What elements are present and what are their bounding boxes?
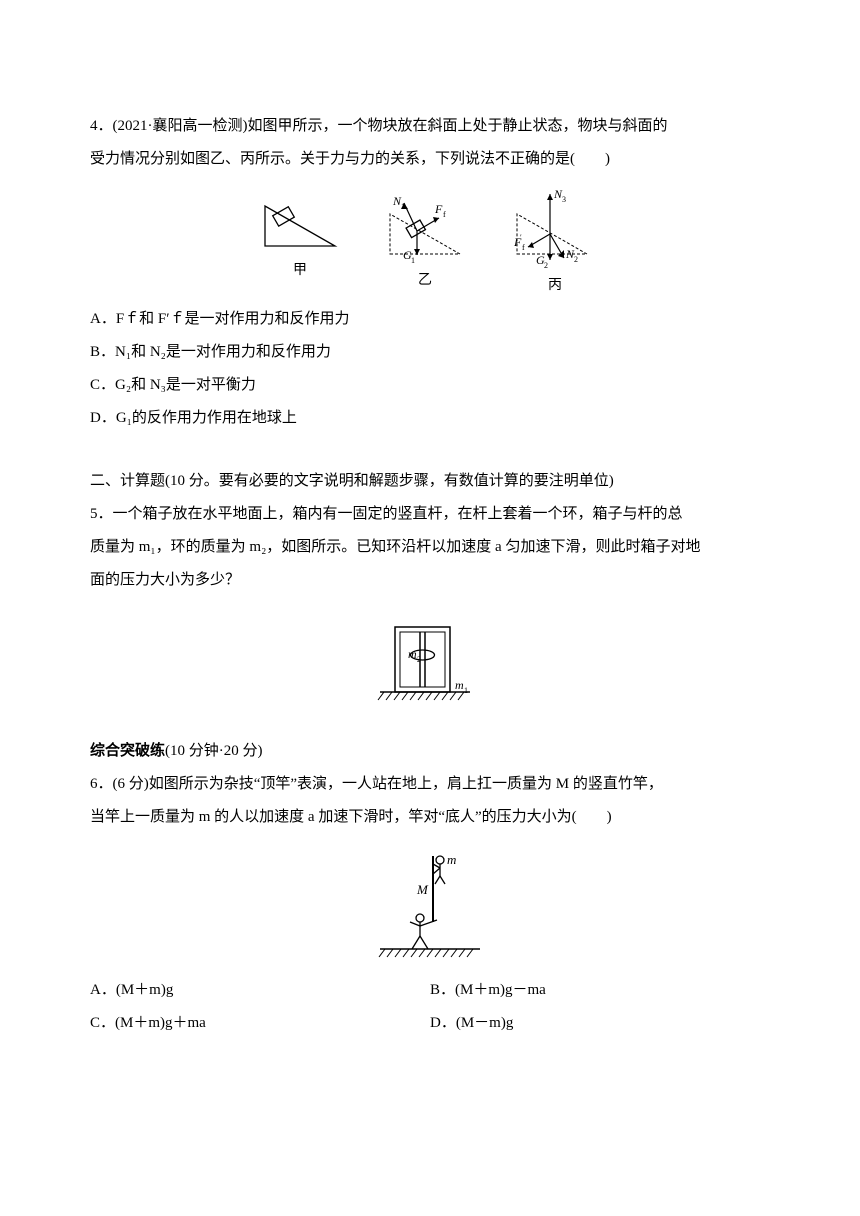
q5-line2: 质量为 m₁，环的质量为 m₂，如图所示。已知环沿杆以加速度 a 匀加速下滑，则…: [90, 531, 770, 564]
svg-text:1: 1: [464, 686, 468, 695]
q5-figure: m2 m1: [90, 607, 770, 707]
svg-text:f: f: [522, 243, 525, 252]
q4-caption-jia: 甲: [255, 264, 345, 278]
svg-text:F: F: [434, 202, 443, 216]
q6-figure: m M: [90, 844, 770, 964]
q4-caption-bing: 丙: [505, 279, 605, 293]
q6-line1: 6．(6 分)如图所示为杂技“顶竿”表演，一人站在地上，肩上扛一质量为 M 的竖…: [90, 768, 770, 801]
q4-fig-bing: N3 Ff′ N2 G2 丙: [505, 186, 605, 293]
q4-figures: 甲 N1 Ff G1 乙: [90, 186, 770, 293]
q4-stem-line1: 4．(2021·襄阳高一检测)如图甲所示，一个物块放在斜面上处于静止状态，物块与…: [90, 110, 770, 143]
svg-text:2: 2: [417, 655, 421, 664]
svg-text:m: m: [447, 852, 456, 867]
q5-line1: 5．一个箱子放在水平地面上，箱内有一固定的竖直杆，在杆上套着一个环，箱子与杆的总: [90, 498, 770, 531]
svg-text:m: m: [408, 647, 417, 661]
q6-options-row2: C．(M＋m)g＋ma D．(M－m)g: [90, 1007, 770, 1040]
svg-text:M: M: [416, 882, 429, 897]
q6-line2: 当竿上一质量为 m 的人以加速度 a 加速下滑时，竿对“底人”的压力大小为( ): [90, 801, 770, 834]
svg-text:m: m: [455, 678, 464, 692]
q4-optC: C．G₂和 N₃是一对平衡力: [90, 369, 770, 402]
q5-line3: 面的压力大小为多少？: [90, 564, 770, 597]
q4-optB: B．N₁和 N₂是一对作用力和反作用力: [90, 336, 770, 369]
q6-optB: B．(M＋m)g－ma: [430, 974, 770, 1007]
svg-text:1: 1: [411, 256, 415, 265]
svg-text:′: ′: [520, 233, 522, 242]
q4-optA: A．Fｆ和 F′ｆ是一对作用力和反作用力: [90, 303, 770, 336]
section3-heading: 综合突破练(10 分钟·20 分): [90, 735, 770, 768]
svg-text:1: 1: [401, 202, 405, 211]
svg-text:2: 2: [574, 255, 578, 264]
q6-optC: C．(M＋m)g＋ma: [90, 1007, 430, 1040]
section3-title: 综合突破练: [90, 743, 165, 759]
section3-suffix: (10 分钟·20 分): [165, 743, 263, 759]
q4-caption-yi: 乙: [375, 274, 475, 288]
q6-optA: A．(M＋m)g: [90, 974, 430, 1007]
q6-optD: D．(M－m)g: [430, 1007, 770, 1040]
q4-fig-yi: N1 Ff G1 乙: [375, 186, 475, 293]
section2-heading: 二、计算题(10 分。要有必要的文字说明和解题步骤，有数值计算的要注明单位): [90, 465, 770, 498]
q4-fig-jia: 甲: [255, 186, 345, 293]
q4-optD: D．G₁的反作用力作用在地球上: [90, 402, 770, 435]
svg-text:f: f: [443, 210, 446, 219]
svg-text:2: 2: [544, 261, 548, 270]
svg-text:3: 3: [562, 195, 566, 204]
q6-options-row1: A．(M＋m)g B．(M＋m)g－ma: [90, 974, 770, 1007]
q4-stem-line2: 受力情况分别如图乙、丙所示。关于力与力的关系，下列说法不正确的是( ): [90, 143, 770, 176]
